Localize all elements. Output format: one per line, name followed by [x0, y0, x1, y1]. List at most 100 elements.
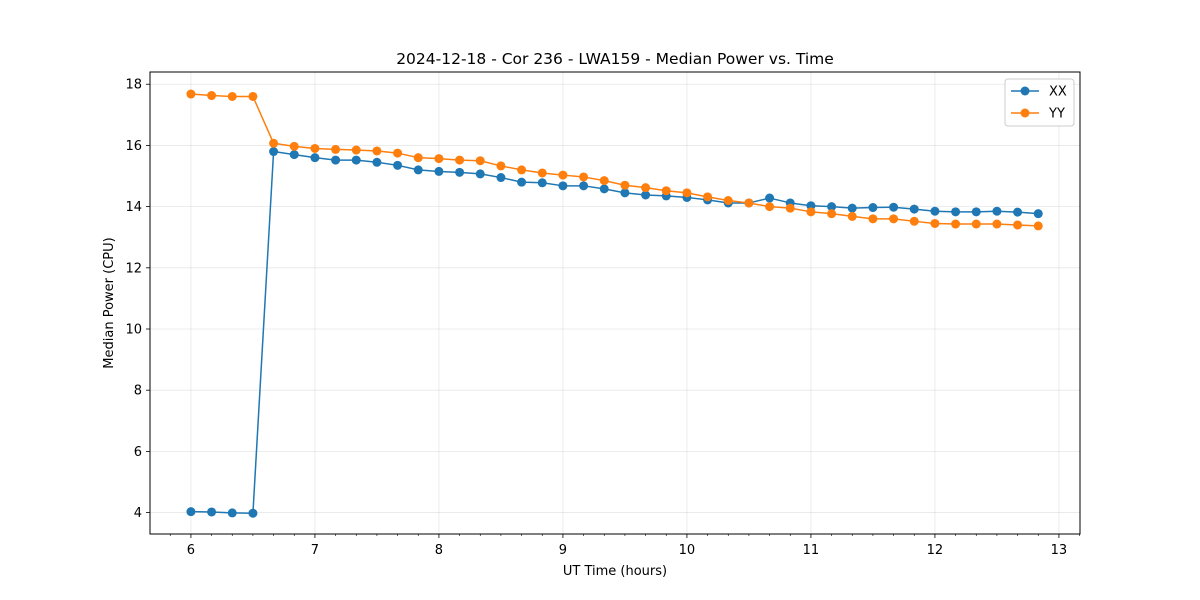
y-tick-label: 10 [125, 323, 142, 338]
data-point-yy [847, 211, 857, 221]
data-point-yy [269, 138, 279, 148]
x-tick-label: 13 [1051, 543, 1068, 558]
series-xx [186, 147, 1043, 518]
data-point-xx [599, 184, 609, 194]
data-point-yy [331, 144, 341, 154]
data-point-yy [723, 196, 733, 206]
x-tick-label: 10 [679, 543, 696, 558]
y-tick-label: 14 [125, 200, 142, 215]
legend-label-xx: XX [1049, 85, 1067, 100]
data-point-yy [682, 188, 692, 198]
y-tick-label: 12 [125, 261, 142, 276]
x-tick-label: 9 [559, 543, 567, 558]
data-point-yy [558, 170, 568, 180]
data-point-xx [393, 160, 403, 170]
legend-label-yy: YY [1048, 107, 1065, 122]
data-point-yy [641, 183, 651, 193]
data-point-yy [351, 145, 361, 155]
data-point-xx [496, 173, 506, 183]
data-point-yy [579, 172, 589, 182]
data-point-yy [372, 146, 382, 156]
series-area [186, 89, 1043, 518]
data-point-xx [1013, 207, 1023, 217]
data-point-xx [351, 155, 361, 165]
x-tick-label: 6 [187, 543, 195, 558]
data-point-yy [930, 218, 940, 228]
data-point-yy [703, 192, 713, 202]
data-point-xx [909, 204, 919, 214]
data-point-xx [847, 203, 857, 213]
data-point-yy [765, 202, 775, 212]
data-point-yy [744, 198, 754, 208]
legend-marker-yy [1020, 108, 1030, 118]
y-axis-label: Median Power (CPU) [102, 237, 117, 368]
data-point-xx [889, 202, 899, 212]
data-point-xx [434, 166, 444, 176]
data-point-yy [227, 91, 237, 101]
x-tick-label: 11 [803, 543, 820, 558]
data-point-xx [517, 177, 527, 187]
data-point-yy [889, 214, 899, 224]
chart-title: 2024-12-18 - Cor 236 - LWA159 - Median P… [396, 50, 834, 68]
data-point-yy [537, 168, 547, 178]
data-point-xx [289, 150, 299, 160]
data-point-xx [537, 178, 547, 188]
data-point-xx [186, 507, 196, 517]
data-point-xx [971, 207, 981, 217]
data-point-xx [248, 508, 258, 518]
data-point-yy [806, 207, 816, 217]
data-point-xx [1033, 209, 1043, 219]
data-point-xx [372, 157, 382, 167]
data-point-xx [951, 207, 961, 217]
data-point-yy [310, 143, 320, 153]
data-point-yy [785, 203, 795, 213]
data-point-yy [248, 91, 258, 101]
x-tick-label: 8 [435, 543, 443, 558]
x-tick-label: 12 [927, 543, 944, 558]
data-point-yy [909, 216, 919, 226]
data-point-xx [868, 203, 878, 213]
data-point-yy [434, 154, 444, 164]
data-point-xx [992, 206, 1002, 216]
data-point-xx [207, 507, 217, 517]
data-point-yy [517, 165, 527, 175]
data-point-yy [661, 186, 671, 196]
series-yy [186, 89, 1043, 231]
legend: XX YY [1004, 78, 1075, 127]
data-point-xx [455, 167, 465, 177]
data-point-yy [951, 219, 961, 229]
x-tick-label: 7 [311, 543, 319, 558]
data-point-xx [579, 181, 589, 191]
data-point-xx [331, 155, 341, 165]
data-point-yy [289, 141, 299, 151]
data-point-yy [868, 214, 878, 224]
data-point-yy [620, 180, 630, 190]
y-tick-label: 4 [134, 506, 142, 521]
y-tick-label: 16 [125, 139, 142, 154]
data-point-xx [227, 508, 237, 518]
y-tick-label: 18 [125, 78, 142, 93]
data-point-xx [641, 190, 651, 200]
grid [150, 72, 1080, 534]
data-point-yy [496, 161, 506, 171]
data-point-yy [1033, 221, 1043, 231]
axis-ticks: 6 7 8 9 10 11 12 13 4 6 8 10 12 14 16 18 [125, 78, 1080, 558]
legend-marker-xx [1020, 86, 1030, 96]
data-point-yy [992, 219, 1002, 229]
data-point-xx [269, 147, 279, 157]
data-point-xx [310, 153, 320, 163]
data-point-xx [413, 165, 423, 175]
data-point-yy [827, 209, 837, 219]
y-tick-label: 8 [134, 384, 142, 399]
data-point-yy [971, 219, 981, 229]
data-point-yy [393, 148, 403, 158]
data-point-yy [1013, 220, 1023, 230]
data-point-yy [413, 153, 423, 163]
data-point-yy [455, 155, 465, 165]
data-point-xx [558, 181, 568, 191]
data-point-yy [186, 89, 196, 99]
data-point-xx [827, 202, 837, 212]
data-point-yy [207, 91, 217, 101]
x-axis-label: UT Time (hours) [563, 564, 667, 579]
